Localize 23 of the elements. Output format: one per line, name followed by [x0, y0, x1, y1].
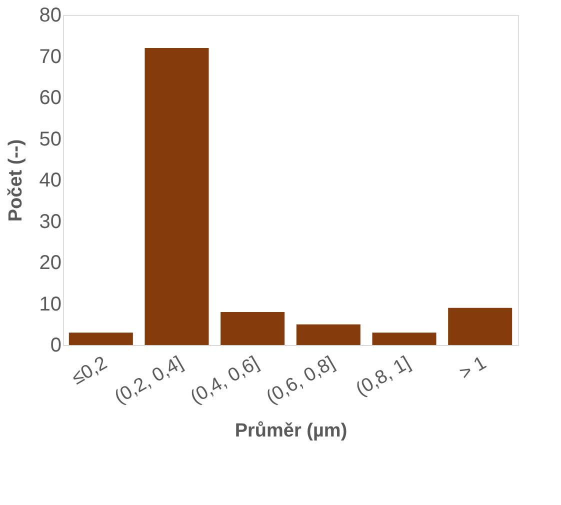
bar	[220, 312, 285, 345]
x-tick-label: (0,2, 0,4]	[111, 352, 187, 408]
x-tick-label: > 1	[456, 352, 490, 384]
y-tick-label: 70	[39, 46, 62, 68]
y-tick-label: 60	[39, 87, 62, 109]
y-tick-label: 40	[39, 170, 62, 192]
bar	[448, 308, 512, 345]
y-axis-title: Počet (--)	[5, 139, 26, 222]
y-tick-label: 50	[39, 128, 62, 150]
x-tick-label: (0,8, 1]	[352, 352, 414, 400]
y-tick-label: 30	[39, 210, 62, 233]
y-tick-label: 80	[39, 4, 62, 26]
x-tick-label: (0,6, 0,8]	[262, 352, 338, 408]
bar	[68, 332, 133, 345]
y-tick-label: 0	[50, 334, 62, 356]
x-tick-label: ≤0,2	[68, 352, 111, 390]
bar	[372, 332, 436, 345]
bar	[296, 324, 360, 345]
x-tick-label: (0,4, 0,6]	[187, 352, 263, 408]
x-axis-title: Průměr (µm)	[234, 420, 348, 442]
bar	[144, 48, 209, 345]
y-tick-label: 10	[39, 293, 62, 316]
y-tick-label: 20	[39, 252, 62, 274]
